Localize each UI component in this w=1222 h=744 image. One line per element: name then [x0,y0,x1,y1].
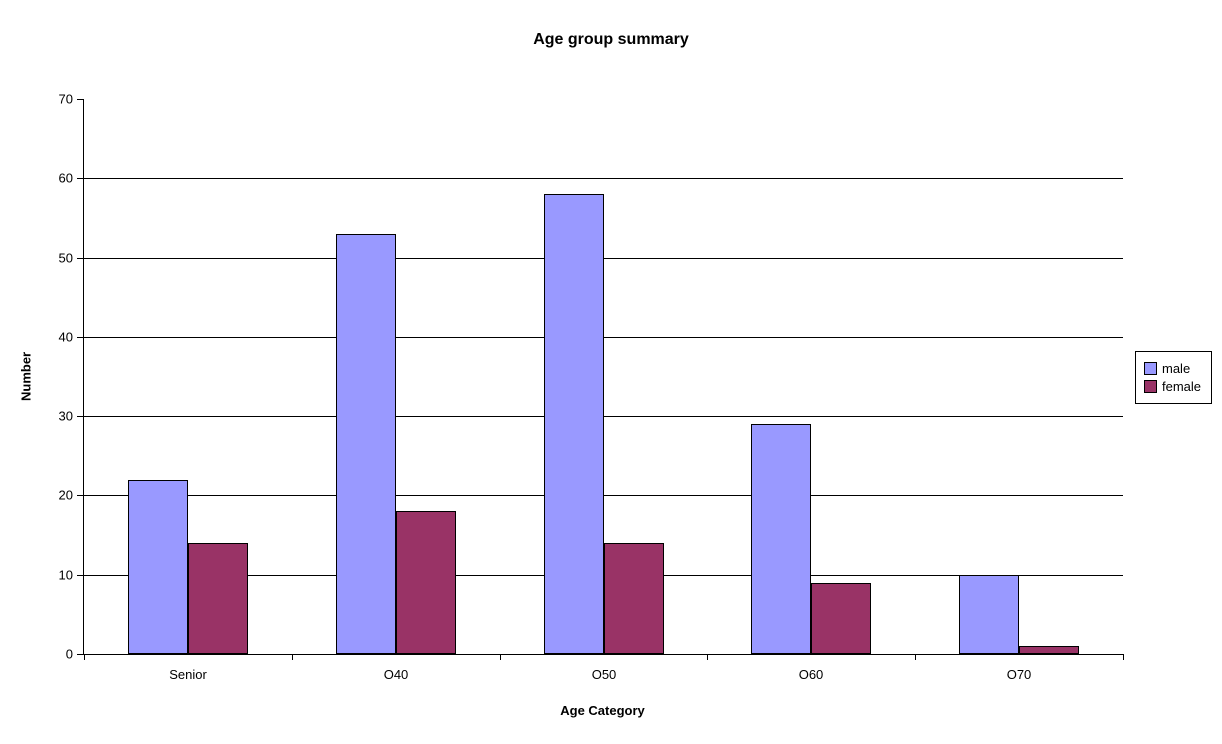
y-tick-label-40: 40 [58,329,73,345]
x-axis-tick-5 [1123,654,1124,660]
x-category-label-o70: O70 [1006,667,1032,682]
y-tick-label-60: 60 [58,170,73,186]
y-axis-tick-70 [77,99,84,100]
x-axis-title: Age Category [560,703,645,718]
bar-male-senior [128,480,188,654]
y-axis-tick-0 [77,654,84,655]
x-category-label-o50: O50 [591,667,617,682]
y-axis-tick-60 [77,178,84,179]
x-category-label-senior: Senior [169,667,207,682]
y-axis-tick-10 [77,575,84,576]
x-axis-tick-0 [84,654,85,660]
legend-item-female: female [1144,379,1201,394]
legend-label-female: female [1162,379,1202,394]
chart-title: Age group summary [533,31,689,48]
legend-label-male: male [1162,361,1191,376]
x-category-label-o60: O60 [798,667,824,682]
legend-item-male: male [1144,361,1201,376]
y-axis-tick-30 [77,416,84,417]
bar-male-o40 [336,234,396,654]
x-axis-tick-4 [915,654,916,660]
x-axis-tick-1 [292,654,293,660]
bar-female-o70 [1019,646,1079,654]
bar-male-o60 [751,424,811,654]
legend-swatch-female [1144,380,1157,393]
bar-female-o60 [811,583,871,654]
y-tick-label-30: 30 [58,408,73,424]
y-tick-label-20: 20 [58,487,73,503]
y-axis-tick-40 [77,337,84,338]
y-tick-label-0: 0 [65,646,73,662]
x-axis-tick-2 [500,654,501,660]
plot-area: 0 10 20 30 40 50 60 70 Senior O40 O50 O60 O70 [59,93,1124,682]
bar-male-o50 [544,194,604,654]
bar-female-o50 [604,543,664,654]
gridline-60 [84,178,1123,179]
x-category-label-o40: O40 [383,667,409,682]
x-axis-tick-3 [707,654,708,660]
bar-female-o40 [396,511,456,654]
y-tick-label-10: 10 [58,567,73,583]
bar-female-senior [188,543,248,654]
y-axis-tick-50 [77,258,84,259]
legend: male female [1135,351,1213,404]
bar-male-o70 [959,575,1019,654]
y-axis-tick-20 [77,495,84,496]
legend-swatch-male [1144,362,1157,375]
y-tick-label-70: 70 [58,91,73,107]
y-tick-label-50: 50 [58,250,73,266]
